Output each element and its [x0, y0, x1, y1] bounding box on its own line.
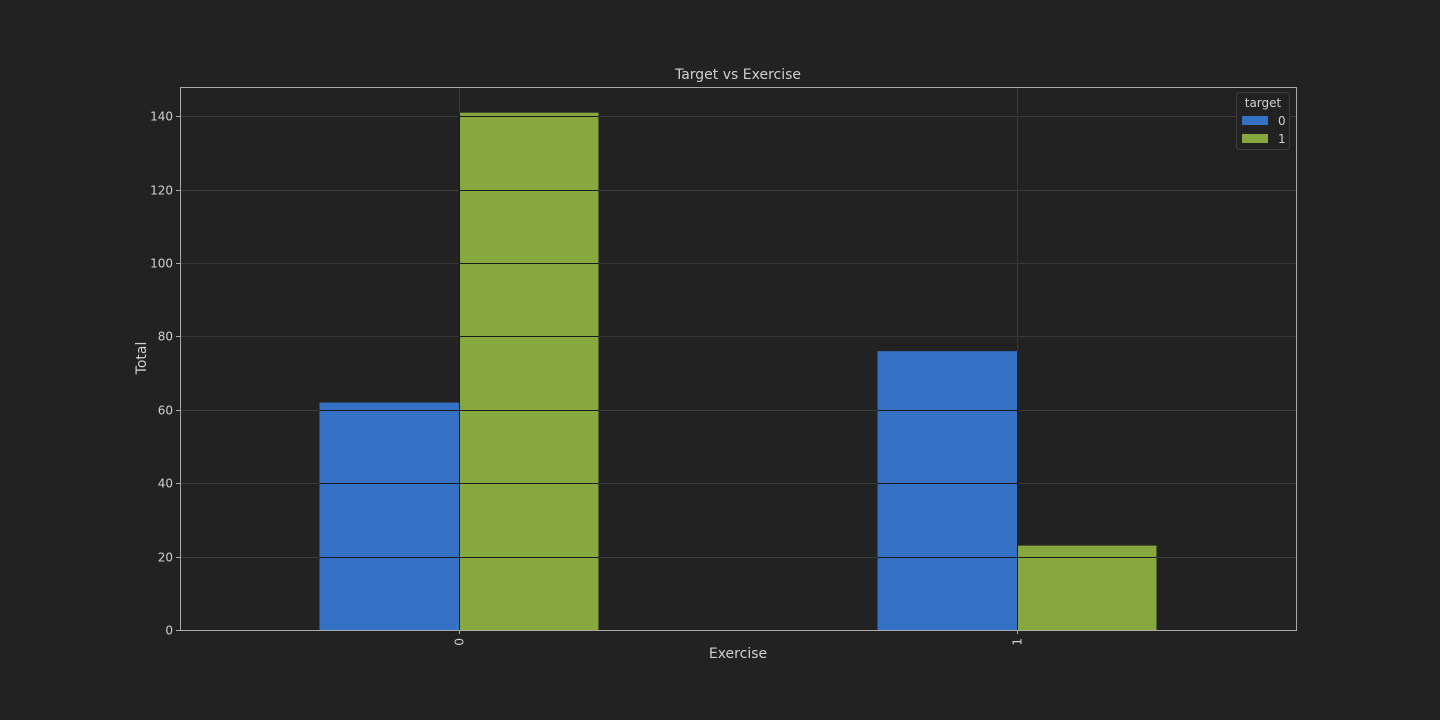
y-tick-label: 80 — [158, 330, 173, 344]
legend-label-0: 0 — [1278, 114, 1286, 128]
x-axis-label: Exercise — [709, 646, 767, 662]
bar-gridlines — [319, 112, 1157, 630]
legend-swatch-0 — [1242, 116, 1268, 125]
y-tick-label: 60 — [158, 404, 173, 418]
y-axis-ticks: 0 20 40 60 80 100 120 140 — [150, 110, 180, 638]
y-axis-label: Total — [134, 342, 150, 376]
legend-swatch-1 — [1242, 134, 1268, 143]
grid-lines — [180, 87, 1296, 631]
bar-series-0-cat-0 — [319, 402, 459, 630]
y-tick-label: 140 — [150, 110, 173, 124]
x-tick-label: 0 — [453, 638, 467, 646]
legend-label-1: 1 — [1278, 132, 1286, 146]
y-tick-label: 120 — [150, 184, 173, 198]
legend: target 01 — [1236, 92, 1290, 150]
x-tick-label: 1 — [1011, 638, 1025, 646]
y-tick-label: 40 — [158, 477, 173, 491]
plot-border — [180, 87, 1297, 631]
y-tick-label: 20 — [158, 551, 173, 565]
legend-items: 01 — [1242, 114, 1286, 146]
bar-series-1-cat-0 — [459, 112, 599, 630]
y-tick-label: 0 — [165, 624, 173, 638]
bars — [319, 112, 1157, 630]
chart-title: Target vs Exercise — [674, 67, 801, 83]
bar-series-1-cat-1 — [1017, 545, 1157, 630]
bar-series-0-cat-1 — [877, 351, 1017, 630]
y-tick-label: 100 — [150, 257, 173, 271]
legend-title: target — [1245, 96, 1282, 110]
